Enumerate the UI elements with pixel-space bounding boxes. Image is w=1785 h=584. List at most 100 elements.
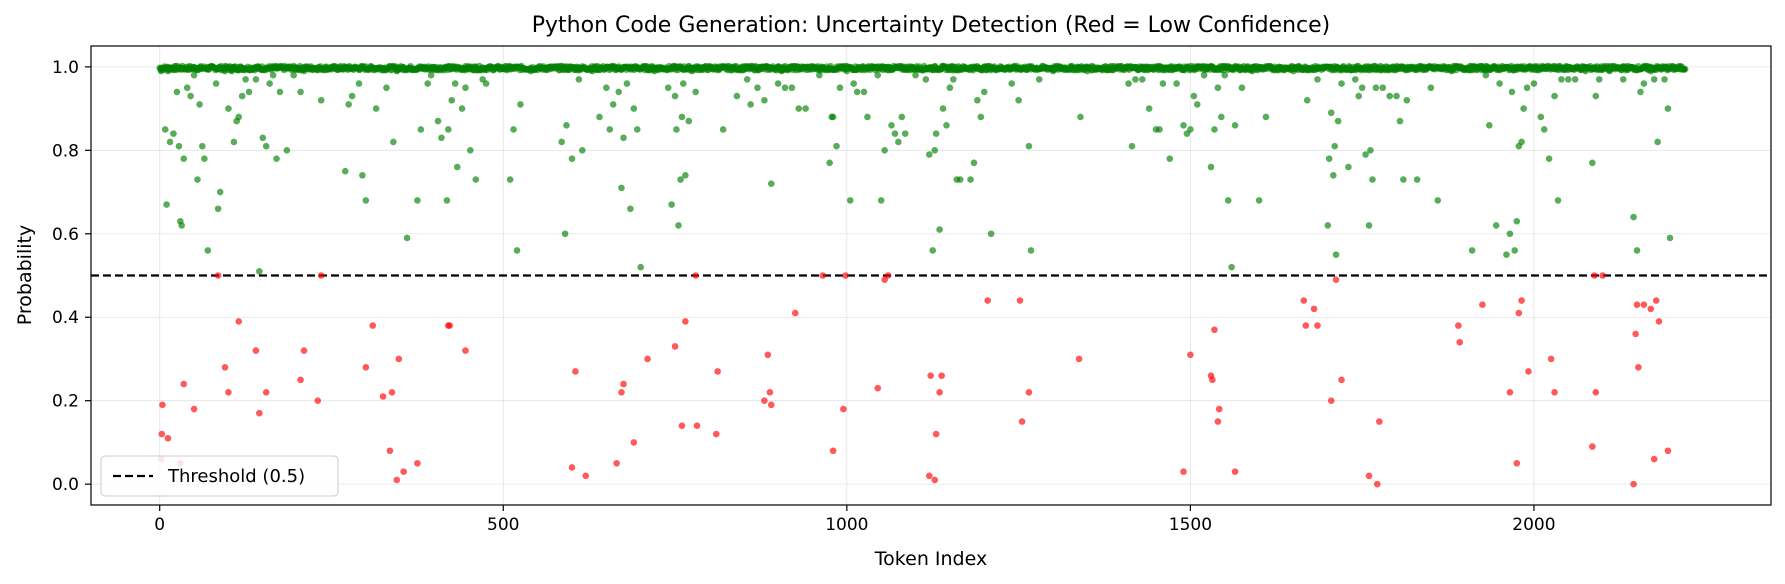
- green-point: [1540, 126, 1548, 133]
- green-point: [603, 84, 610, 92]
- y-tick-label: 0.6: [52, 225, 79, 245]
- red-point: [927, 372, 934, 379]
- green-point: [216, 188, 224, 196]
- red-point: [1513, 459, 1521, 467]
- green-point: [620, 134, 627, 142]
- x-axis-label: Token Index: [874, 548, 987, 570]
- green-point: [1248, 67, 1256, 75]
- green-point: [1647, 67, 1655, 75]
- red-point: [1365, 472, 1373, 480]
- x-tick-label: 0: [154, 515, 165, 535]
- green-point: [596, 113, 603, 121]
- high-confidence-band: [156, 62, 1689, 74]
- red-point: [1633, 301, 1641, 309]
- x-tick-label: 1500: [1169, 515, 1212, 535]
- red-point: [446, 322, 453, 329]
- green-point: [1511, 247, 1519, 254]
- green-point: [235, 113, 243, 121]
- red-point: [1187, 351, 1194, 359]
- green-point: [403, 234, 411, 242]
- red-point: [1518, 297, 1525, 304]
- green-point: [1173, 80, 1180, 87]
- green-point: [362, 197, 370, 204]
- green-point: [1633, 247, 1641, 254]
- red-point: [1647, 305, 1655, 313]
- red-point: [1300, 297, 1308, 304]
- green-point: [754, 84, 761, 92]
- green-point: [1190, 92, 1198, 100]
- green-point: [276, 88, 284, 96]
- red-point: [761, 397, 768, 404]
- green-point: [1372, 84, 1380, 92]
- green-point: [1551, 92, 1558, 100]
- green-point: [1211, 126, 1218, 133]
- green-point: [201, 155, 208, 162]
- red-point: [1525, 368, 1532, 375]
- green-point: [1554, 197, 1562, 204]
- green-point: [761, 96, 768, 104]
- green-point: [1231, 121, 1239, 129]
- green-point: [589, 67, 596, 75]
- red-point: [1455, 322, 1462, 329]
- red-point: [1332, 276, 1340, 283]
- x-tick-label: 500: [487, 515, 519, 535]
- red-point: [1211, 326, 1218, 334]
- data-points: [157, 67, 1674, 488]
- green-point: [269, 71, 277, 79]
- red-point: [984, 297, 991, 304]
- green-point: [1351, 76, 1359, 83]
- red-point: [714, 368, 721, 375]
- red-point: [671, 343, 679, 350]
- green-point: [816, 71, 823, 79]
- legend: Threshold (0.5): [100, 455, 339, 497]
- green-point: [166, 138, 174, 146]
- green-point: [826, 159, 833, 167]
- green-point: [931, 147, 939, 154]
- green-point: [506, 176, 514, 183]
- green-point: [259, 134, 267, 142]
- green-point: [1228, 263, 1235, 271]
- green-point: [204, 247, 212, 254]
- green-point: [180, 155, 188, 162]
- green-point: [1365, 222, 1373, 229]
- green-point: [1180, 121, 1187, 129]
- green-point: [970, 159, 978, 167]
- red-point: [1209, 376, 1216, 384]
- red-point: [252, 347, 260, 354]
- green-point: [170, 130, 177, 137]
- green-point: [860, 88, 868, 96]
- green-point: [802, 105, 809, 112]
- x-tick-label: 2000: [1512, 515, 1555, 535]
- green-point: [774, 80, 782, 87]
- green-point: [1595, 76, 1603, 83]
- green-point: [891, 130, 899, 137]
- y-tick-label: 0.0: [52, 475, 79, 495]
- green-point: [383, 84, 390, 92]
- red-point: [840, 405, 847, 413]
- green-point: [668, 201, 675, 208]
- green-point: [623, 80, 631, 87]
- y-axis-ticks: 0.0 0.2 0.4 0.6 0.8 1.0: [52, 58, 91, 495]
- green-point: [266, 80, 273, 87]
- green-point: [1640, 80, 1648, 87]
- green-point: [1619, 76, 1627, 83]
- red-point: [874, 384, 882, 392]
- green-point: [1400, 176, 1407, 183]
- green-point: [1654, 138, 1661, 146]
- green-point: [417, 126, 425, 133]
- green-point: [317, 96, 325, 104]
- green-point: [575, 76, 583, 83]
- green-point: [1290, 67, 1297, 75]
- red-point: [1551, 389, 1558, 396]
- green-point: [987, 230, 995, 238]
- green-point: [946, 84, 954, 92]
- green-point: [675, 222, 682, 229]
- green-point: [929, 247, 937, 254]
- red-point: [1479, 301, 1486, 309]
- red-point: [1640, 301, 1648, 309]
- green-point: [1496, 80, 1503, 87]
- green-point: [678, 113, 686, 121]
- green-point: [183, 84, 191, 92]
- green-point: [829, 113, 837, 121]
- green-point: [895, 138, 902, 146]
